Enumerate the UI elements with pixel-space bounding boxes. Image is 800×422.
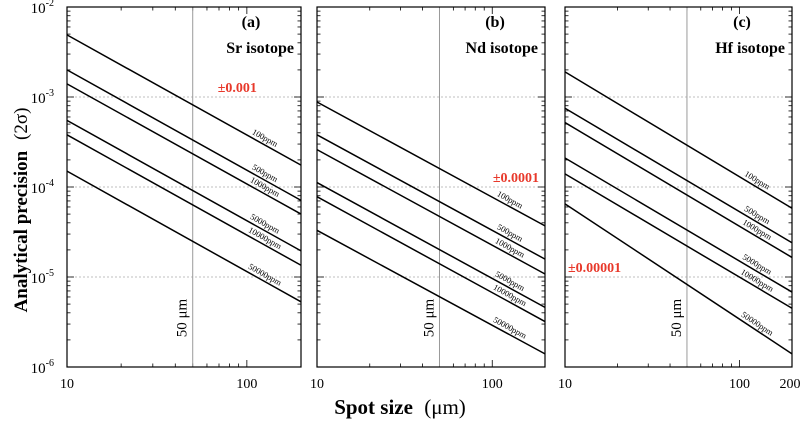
precision-annotation: ±0.001 [218, 81, 257, 96]
series-line [66, 69, 302, 202]
x-tick-label: 200 [780, 377, 800, 392]
x-tick-label: 10 [310, 377, 324, 392]
series-line [316, 101, 546, 227]
plot-frame [316, 6, 546, 368]
y-tick-exponent: -6 [46, 358, 54, 369]
precision-annotation: ±0.00001 [568, 261, 621, 276]
x-tick-label: 100 [482, 377, 503, 392]
x-tick-label: 10 [60, 377, 74, 392]
series-line [316, 196, 546, 323]
x-tick-label: 100 [236, 377, 257, 392]
series-line [66, 134, 302, 266]
y-tick-base: 10 [31, 271, 46, 287]
x-axis-title: Spot size (μm) [334, 395, 466, 419]
y-tick-exponent: -3 [46, 88, 54, 99]
y-tick-exponent: -4 [46, 178, 54, 189]
x-axis-title-unit: (μm) [424, 395, 466, 419]
y-tick-label: 10-2 [31, 0, 54, 17]
plot-frame [564, 6, 793, 368]
y-tick-base: 10 [31, 1, 46, 17]
series-line [564, 157, 793, 293]
y-tick-exponent: -5 [46, 268, 54, 279]
reference-line-label: 50 μm [421, 298, 437, 337]
series-line [316, 148, 546, 275]
series-line [564, 121, 793, 259]
precision-annotation: ±0.0001 [493, 171, 539, 186]
y-tick-label: 10-5 [31, 268, 54, 287]
y-tick-base: 10 [31, 361, 46, 377]
panel-label: (a) [242, 14, 261, 31]
reference-line-label: 50 μm [669, 298, 685, 337]
y-tick-label: 10-6 [31, 358, 54, 377]
series-line [66, 83, 302, 215]
y-axis-title-symbol: (2σ) [11, 108, 32, 140]
reference-line-label: 50 μm [175, 298, 191, 337]
series-line [316, 229, 546, 355]
series-line [564, 203, 793, 355]
series-line [564, 71, 793, 209]
panel-title: Sr isotope [226, 40, 294, 57]
series-line [316, 181, 546, 309]
y-tick-exponent: -2 [46, 0, 54, 9]
panel-title: Nd isotope [466, 40, 538, 57]
series-line [564, 107, 793, 244]
x-tick-label: 100 [729, 377, 750, 392]
series-line [66, 119, 302, 252]
plot-frame [66, 6, 302, 368]
y-tick-labels: 10-210-310-410-510-6 [31, 0, 54, 377]
y-tick-label: 10-4 [31, 178, 54, 197]
y-axis-title: Analytical precision (2σ) [11, 108, 32, 313]
y-tick-base: 10 [31, 181, 46, 197]
series-line [66, 34, 302, 166]
panel-title: Hf isotope [715, 40, 785, 57]
series-line [66, 170, 302, 303]
x-axis-title-text: Spot size [334, 395, 413, 419]
y-tick-base: 10 [31, 91, 46, 107]
panel-label: (b) [485, 14, 505, 31]
series-line [564, 173, 793, 309]
panel-label: (c) [733, 14, 751, 31]
y-axis-title-text: Analytical precision [11, 150, 32, 312]
series-line [316, 134, 546, 260]
y-tick-label: 10-3 [31, 88, 54, 107]
x-tick-label: 10 [558, 377, 572, 392]
